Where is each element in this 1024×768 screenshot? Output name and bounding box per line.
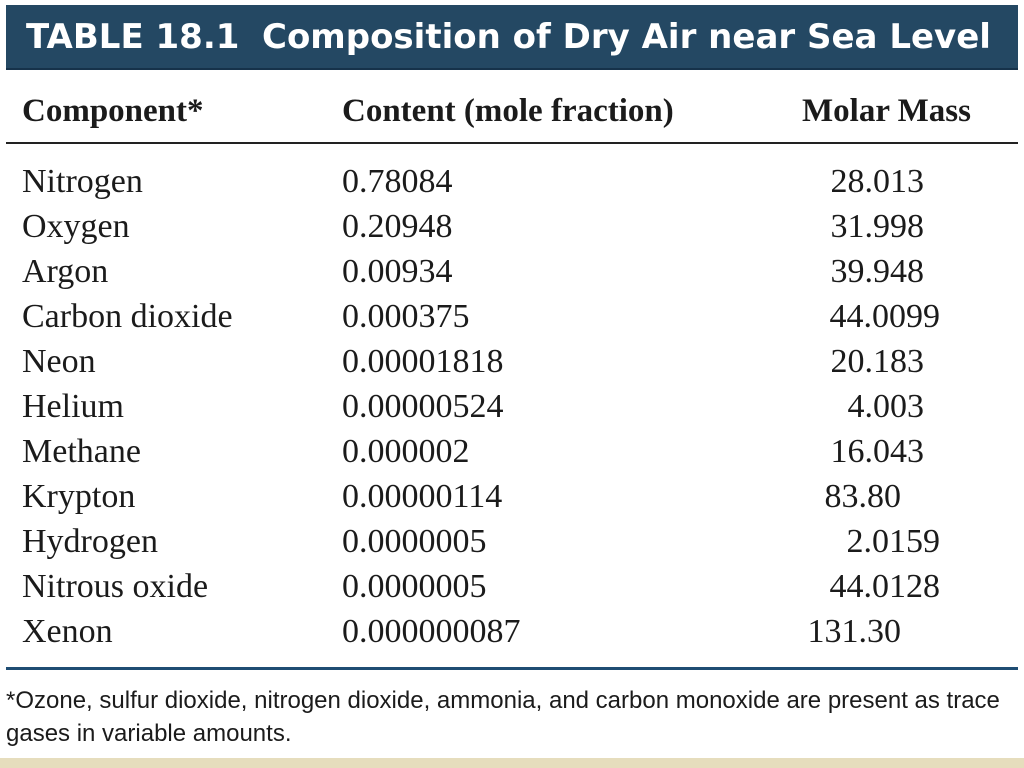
- content-cell: 0.000375: [342, 298, 470, 335]
- molar-mass-cell: 44.0099: [829, 298, 941, 335]
- component-cell: Carbon dioxide: [22, 298, 233, 335]
- table-row: Oxygen 0.20948 31.998: [0, 204, 1024, 249]
- table-row: Argon 0.00934 39.948: [0, 249, 1024, 294]
- column-header-component: Component*: [22, 93, 204, 129]
- table-footnote: *Ozone, sulfur dioxide, nitrogen dioxide…: [6, 687, 1000, 747]
- component-cell: Helium: [22, 388, 124, 425]
- table-body: Nitrogen 0.78084 28.013 Oxygen 0.20948 3…: [0, 159, 1024, 655]
- column-header-molar-mass: Molar Mass: [802, 93, 971, 129]
- content-cell: 0.20948: [342, 208, 453, 245]
- table-row: Nitrous oxide 0.0000005 44.0128: [0, 564, 1024, 609]
- table-row: Hydrogen 0.0000005 2.0159: [0, 519, 1024, 564]
- component-cell: Oxygen: [22, 208, 130, 245]
- content-cell: 0.00000114: [342, 478, 503, 515]
- content-cell: 0.00001818: [342, 343, 504, 380]
- component-cell: Neon: [22, 343, 96, 380]
- molar-mass-cell: 39.948: [830, 253, 925, 290]
- content-cell: 0.000000087: [342, 613, 521, 650]
- molar-mass-cell: 4.003: [847, 388, 925, 425]
- table-row: Methane 0.000002 16.043: [0, 429, 1024, 474]
- column-header-content: Content (mole fraction): [342, 93, 674, 129]
- table-bottom-rule: [6, 667, 1018, 670]
- component-cell: Xenon: [22, 613, 113, 650]
- molar-mass-cell: 83.80: [824, 478, 902, 515]
- component-cell: Nitrous oxide: [22, 568, 209, 605]
- component-cell: Nitrogen: [22, 163, 143, 200]
- slide-bottom-band: [0, 758, 1024, 768]
- content-cell: 0.0000005: [342, 523, 487, 560]
- table-row: Krypton 0.00000114 83.80: [0, 474, 1024, 519]
- table-row: Helium 0.00000524 4.003: [0, 384, 1024, 429]
- component-cell: Argon: [22, 253, 109, 290]
- content-cell: 0.78084: [342, 163, 453, 200]
- table-number-label: TABLE 18.1: [26, 17, 240, 57]
- header-rule: [6, 142, 1018, 144]
- table-header-row: Component* Content (mole fraction) Molar…: [0, 86, 1024, 136]
- molar-mass-cell: 2.0159: [846, 523, 941, 560]
- molar-mass-cell: 131.30: [807, 613, 902, 650]
- table-title: Composition of Dry Air near Sea Level: [262, 17, 991, 57]
- content-cell: 0.00934: [342, 253, 453, 290]
- table-title-bar: TABLE 18.1 Composition of Dry Air near S…: [6, 5, 1018, 70]
- molar-mass-cell: 44.0128: [829, 568, 941, 605]
- content-cell: 0.0000005: [342, 568, 487, 605]
- molar-mass-cell: 28.013: [830, 163, 925, 200]
- molar-mass-cell: 16.043: [830, 433, 925, 470]
- component-cell: Krypton: [22, 478, 136, 515]
- component-cell: Hydrogen: [22, 523, 158, 560]
- table-row: Xenon 0.000000087 131.30: [0, 609, 1024, 654]
- content-cell: 0.00000524: [342, 388, 504, 425]
- table-row: Carbon dioxide 0.000375 44.0099: [0, 294, 1024, 339]
- molar-mass-cell: 20.183: [830, 343, 925, 380]
- content-cell: 0.000002: [342, 433, 470, 470]
- component-cell: Methane: [22, 433, 141, 470]
- molar-mass-cell: 31.998: [830, 208, 925, 245]
- table-row: Nitrogen 0.78084 28.013: [0, 159, 1024, 204]
- table-row: Neon 0.00001818 20.183: [0, 339, 1024, 384]
